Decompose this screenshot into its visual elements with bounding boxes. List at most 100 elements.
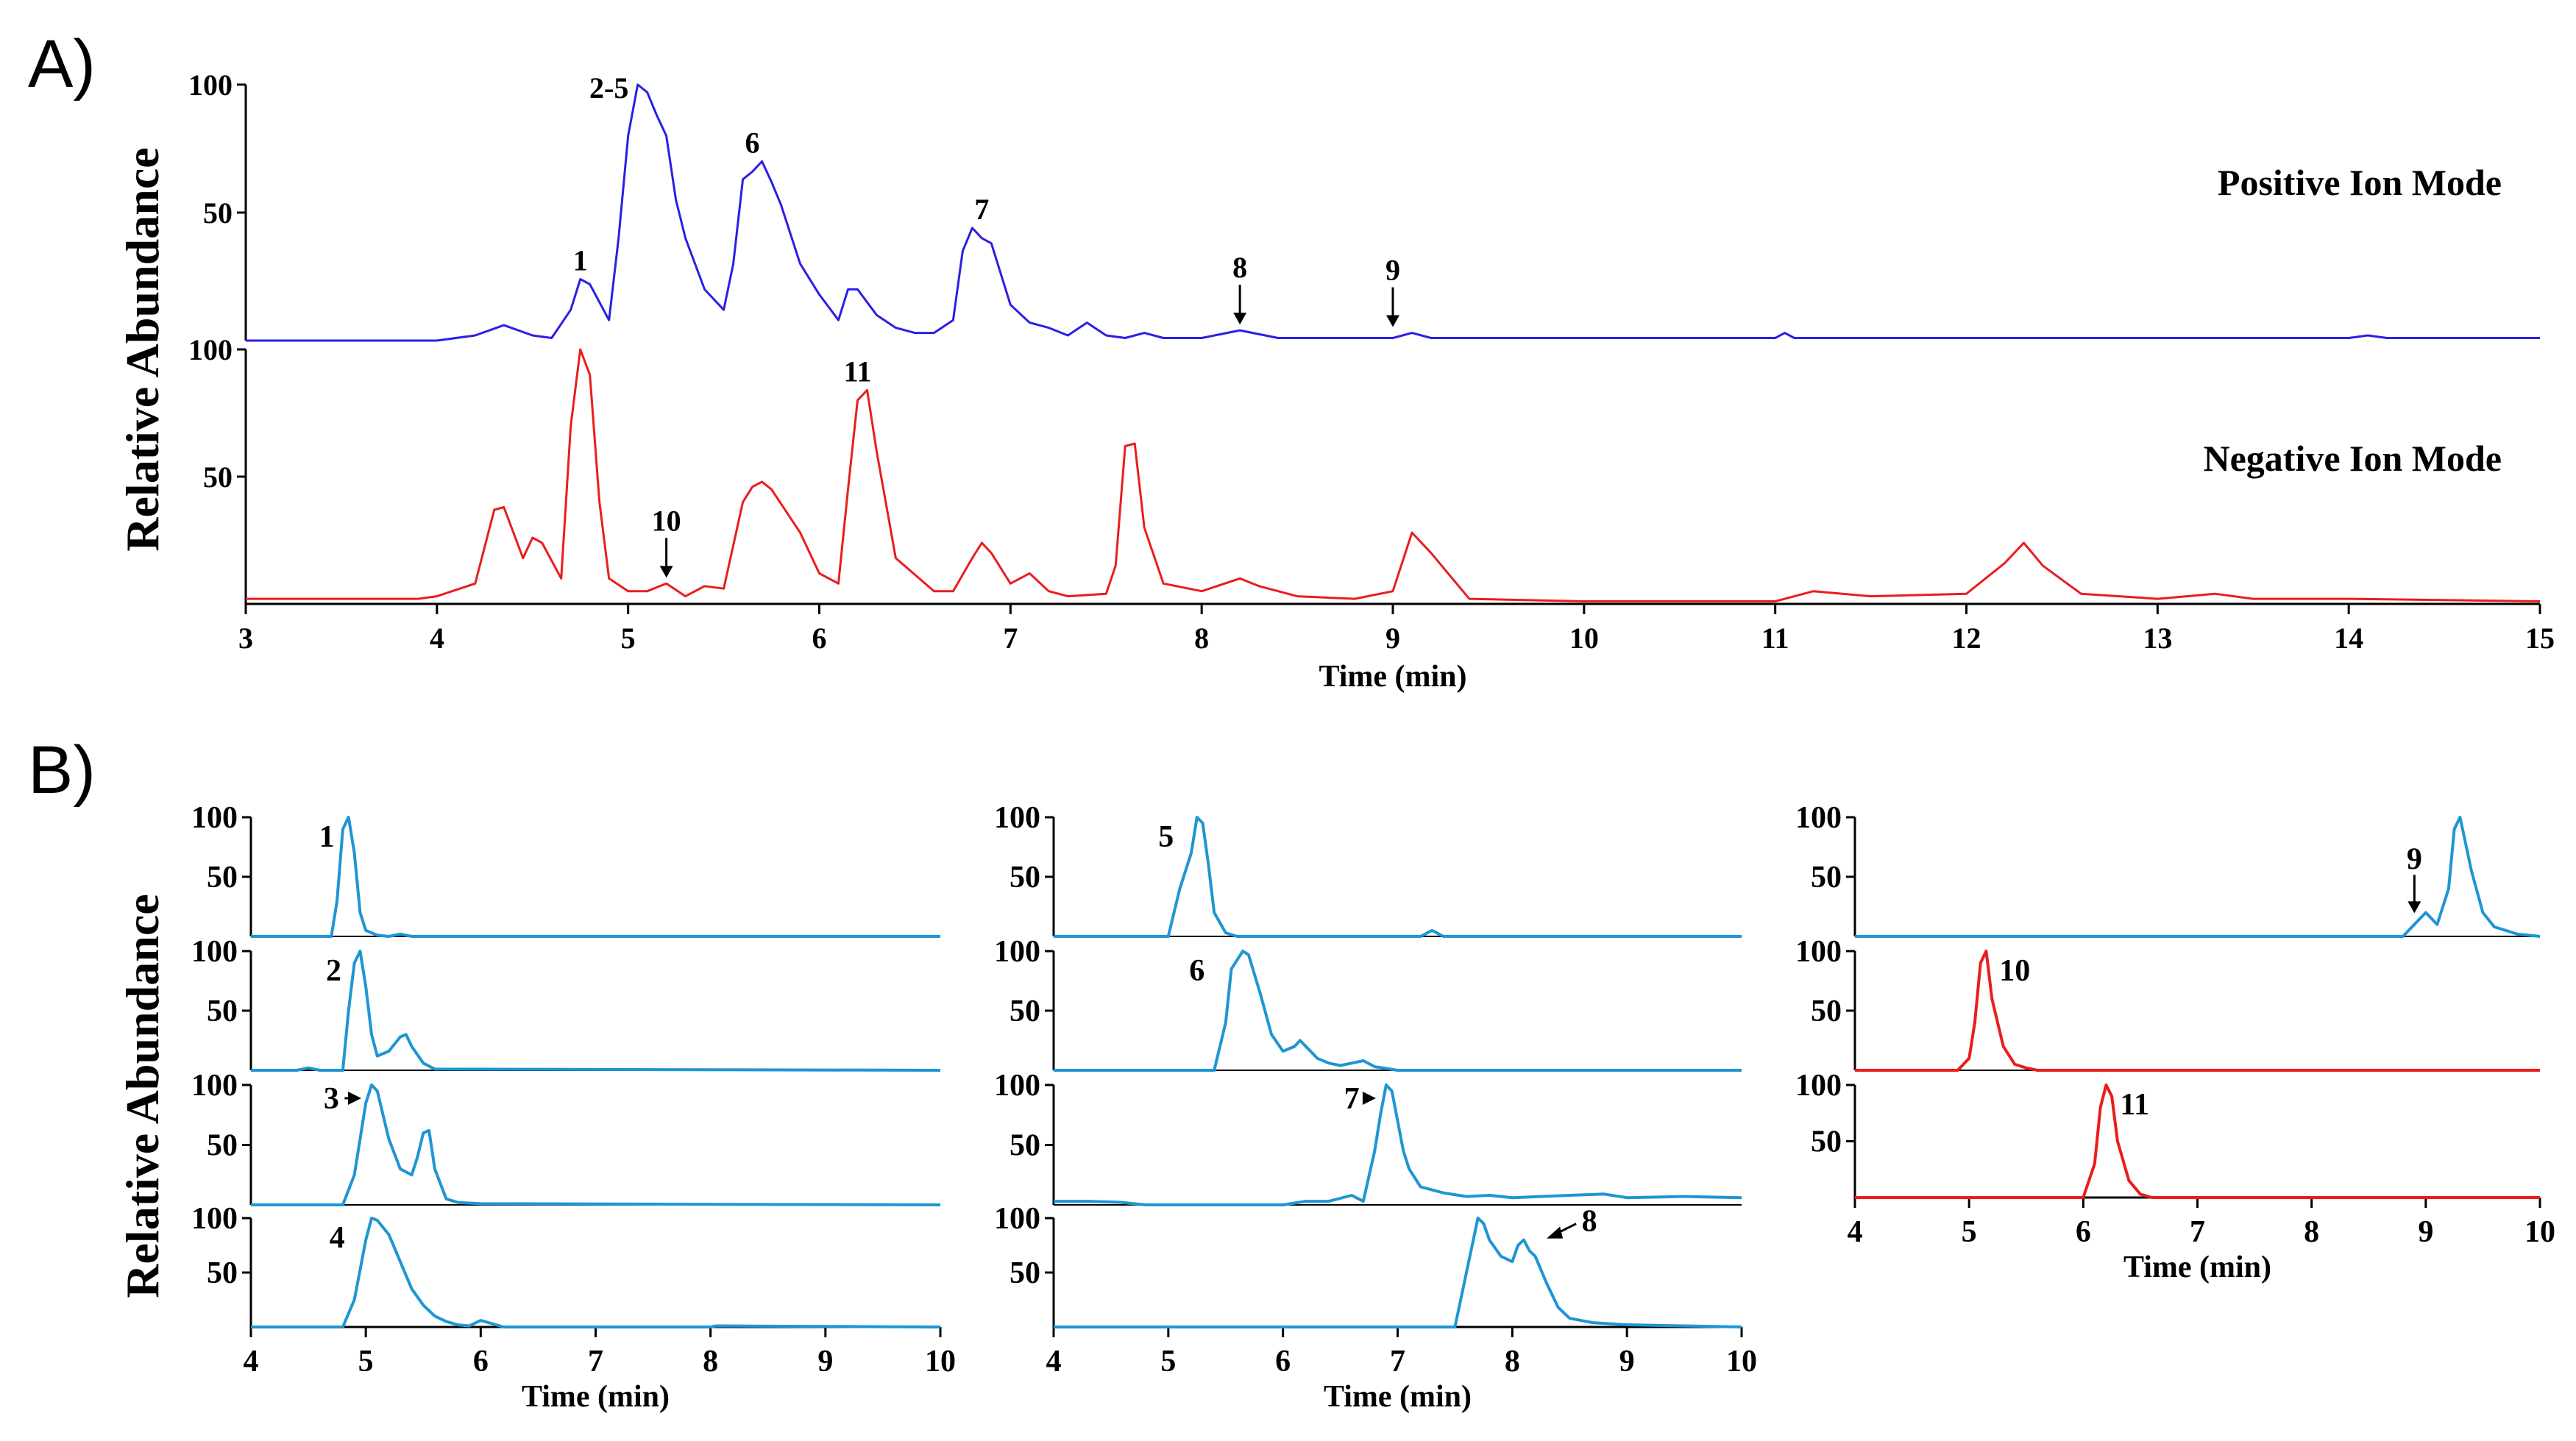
x-tick-label: 8 [2304,1215,2319,1249]
peak-label: 10 [652,504,681,537]
x-tick-label: 9 [1619,1345,1635,1378]
chart-B-9: 100 50 9 [1795,801,2541,938]
x-tick-label: 14 [2334,622,2363,655]
chart-B-3: 100 50 3 [191,1069,941,1206]
y-tick-label: 100 [1795,801,1842,835]
peak-label: 2-5 [589,71,628,104]
x-tick-label: 3 [238,622,253,655]
annotation-arrowhead [1547,1226,1564,1239]
peak-label: 10 [1999,954,2030,988]
chart-B-6: 100 50 6 [994,935,1742,1072]
series-line-1 [251,816,940,938]
y-tick-label: 50 [1010,1129,1040,1163]
x-tick-label: 9 [1385,622,1400,655]
peak-label: 2 [326,954,341,988]
peak-label: 9 [2407,842,2422,876]
x-axis-label: Time (min) [1319,660,1466,694]
annotation-arrowhead [347,1092,361,1105]
series-line-4 [251,1217,941,1328]
chart-B-11: 100 50 4 5 6 7 8 9 10 Time (min) 11 [1795,1069,2555,1284]
series-line-2 [251,950,941,1072]
x-tick-label: 8 [1194,622,1209,655]
x-tick-label: 5 [621,622,636,655]
annotation-arrowhead [1233,313,1247,325]
x-tick-label: 13 [2143,622,2172,655]
annotation-arrowhead [1362,1092,1376,1105]
y-tick-label: 50 [1010,995,1040,1028]
chart-B-1: 100 50 1 [191,801,941,938]
charts: 100 50 Positive Ion Mode 1 2-5 6 7 8 9 100 50 3 4 5 6 7… [188,68,2555,1414]
y-tick-label: 50 [207,1256,238,1290]
y-tick-label: 100 [188,333,233,366]
x-tick-label: 11 [1761,622,1789,655]
x-axis-label: Time (min) [2123,1250,2271,1284]
series-line-6 [1054,950,1742,1072]
chart-B-7: 100 50 7 [994,1069,1742,1206]
peak-label: 6 [745,126,760,159]
mode-title: Negative Ion Mode [2204,438,2502,479]
x-tick-label: 12 [1952,622,1981,655]
x-tick-label: 9 [817,1345,833,1378]
peak-label: 7 [974,193,989,226]
x-tick-label: 4 [244,1345,259,1378]
y-tick-label: 100 [191,935,238,969]
x-tick-label: 8 [703,1345,718,1378]
x-tick-label: 6 [1275,1345,1291,1378]
x-tick-label: 5 [1962,1215,1977,1249]
x-tick-label: 10 [1726,1345,1757,1378]
y-tick-label: 50 [207,861,238,894]
y-tick-label: 50 [207,995,238,1028]
peak-label: 3 [324,1082,339,1116]
x-tick-label: 6 [473,1345,489,1378]
series-line-9 [1855,816,2541,938]
peak-label: 11 [2120,1088,2149,1122]
series-line-Positive Ion Mode [246,83,2540,342]
y-tick-label: 50 [1811,1125,1842,1159]
x-axis-label: Time (min) [1324,1380,1472,1414]
x-tick-label: 10 [2524,1215,2555,1249]
panel-a-label: A) [28,26,96,102]
annotation-arrowhead [659,566,673,578]
series-line-Negative Ion Mode [246,348,2541,602]
y-tick-label: 50 [1811,995,1842,1028]
series-line-5 [1054,816,1742,938]
peak-label: 8 [1232,251,1247,284]
panel-a-ylabel: Relative Abundance [116,147,168,551]
y-tick-label: 100 [191,1069,238,1103]
chart-B-5: 100 50 5 [994,801,1742,938]
panel-b-label: B) [28,733,96,808]
x-tick-label: 7 [588,1345,603,1378]
x-tick-label: 7 [1003,622,1018,655]
y-tick-label: 50 [1811,861,1842,894]
peak-label: 9 [1385,254,1400,287]
x-tick-label: 4 [1848,1215,1863,1249]
y-tick-label: 100 [1795,935,1842,969]
x-tick-label: 4 [430,622,444,655]
chart-B-8: 100 50 4 5 6 7 8 9 10 Time (min) 8 [994,1202,1757,1414]
peak-label: 11 [844,355,872,388]
y-tick-label: 100 [188,68,233,102]
x-tick-label: 5 [1160,1345,1176,1378]
x-tick-label: 6 [2076,1215,2091,1249]
panel-b-ylabel: Relative Abundance [116,894,168,1298]
peak-label: 1 [319,820,335,854]
series-line-8 [1054,1217,1742,1328]
series-line-3 [251,1084,941,1206]
series-line-10 [1855,950,2540,1072]
y-tick-label: 100 [191,1202,238,1236]
chart-A-negative: 100 50 3 4 5 6 7 8 9 10 11 12 13 14 15 Time (min) Negati… [188,333,2555,694]
x-tick-label: 7 [2190,1215,2205,1249]
y-tick-label: 50 [203,196,233,230]
series-line-7 [1054,1084,1742,1206]
y-tick-label: 100 [994,1069,1040,1103]
annotation-arrowhead [1386,315,1399,327]
y-tick-label: 50 [203,460,233,494]
chart-B-2: 100 50 2 [191,935,941,1072]
peak-label: 8 [1582,1205,1597,1239]
chart-B-10: 100 50 10 [1795,935,2541,1072]
y-tick-label: 100 [994,935,1040,969]
x-tick-label: 6 [812,622,827,655]
y-tick-label: 100 [994,1202,1040,1236]
annotation-arrowhead [2408,901,2421,914]
